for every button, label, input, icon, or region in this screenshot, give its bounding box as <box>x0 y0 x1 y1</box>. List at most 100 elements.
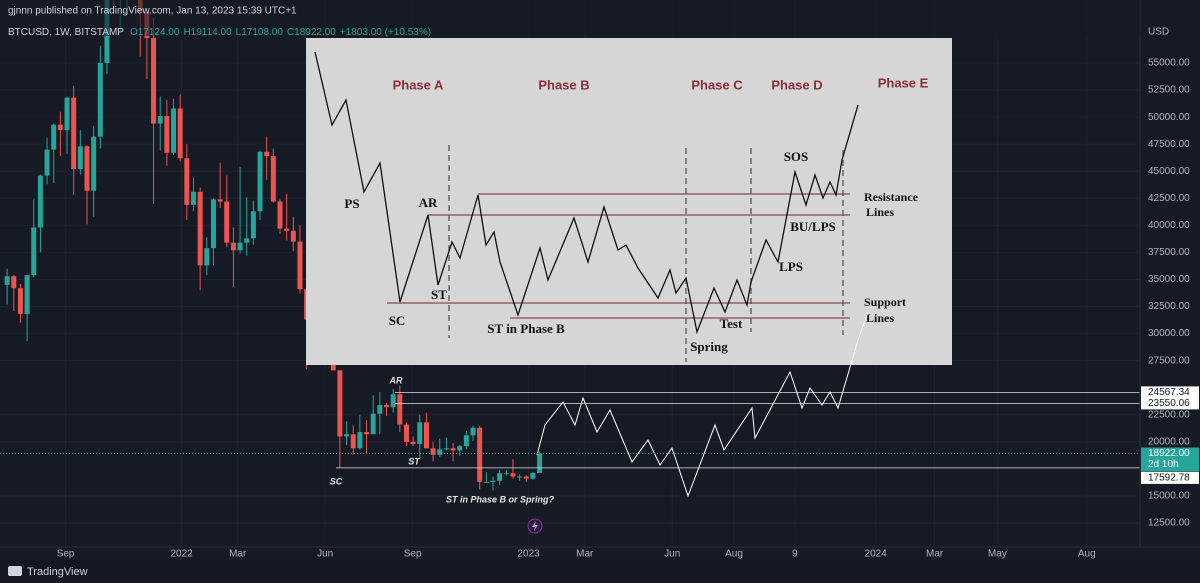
candle-body <box>443 448 449 450</box>
candle-body <box>4 276 10 285</box>
range-lines <box>387 193 850 319</box>
currency: USD <box>1148 27 1169 38</box>
candle-body <box>204 248 210 266</box>
change: +1803.00 (+10.53%) <box>340 27 431 38</box>
y-tick-label: 32500.00 <box>1148 301 1190 312</box>
y-tick-label: 20000.00 <box>1148 436 1190 447</box>
phase-label: Phase E <box>878 75 929 90</box>
x-tick-label: Sep <box>57 549 75 560</box>
line-label: Resistance <box>864 190 919 204</box>
candle-body <box>11 276 17 289</box>
candle-body <box>377 405 383 414</box>
y-tick-label: 37500.00 <box>1148 247 1190 258</box>
x-tick-label: Aug <box>725 549 743 560</box>
candle-body <box>477 427 483 482</box>
last-price-label: 18922.00 <box>1148 448 1190 459</box>
line-label: Lines <box>866 311 894 325</box>
candle-body <box>224 201 230 243</box>
candle-body <box>523 476 529 479</box>
candle-body <box>64 97 70 131</box>
symbol: BTCUSD, 1W, BITSTAMP <box>8 27 124 38</box>
candle-body <box>364 432 370 435</box>
candle-body <box>151 38 157 124</box>
candle-body <box>290 230 296 242</box>
y-tick-label: 52500.00 <box>1148 85 1190 96</box>
level-label-bg <box>1141 471 1199 484</box>
x-tick-label: 9 <box>792 549 798 560</box>
candles <box>4 0 543 491</box>
candle-body <box>457 446 463 451</box>
candle-body <box>24 275 30 315</box>
candle-body <box>157 116 163 124</box>
publisher: gjnnn published on TradingView.com, Jan … <box>8 6 297 17</box>
candle-body <box>297 241 303 290</box>
candle-body <box>403 424 409 442</box>
phase-label: Phase C <box>691 77 743 92</box>
candle-body <box>350 434 356 449</box>
candle-body <box>517 476 523 478</box>
y-tick-label: 45000.00 <box>1148 166 1190 177</box>
level-label: 17592.78 <box>1148 473 1190 484</box>
level-label: 23550.06 <box>1148 398 1190 409</box>
y-tick-label: 22500.00 <box>1148 409 1190 420</box>
y-tick-label: 12500.00 <box>1148 518 1190 529</box>
candle-body <box>44 149 50 176</box>
candle-body <box>270 156 276 202</box>
candle-body <box>344 434 350 437</box>
candle-body <box>250 211 256 239</box>
candle-body <box>370 413 376 435</box>
event-label: Spring <box>690 339 728 354</box>
candle-body <box>17 288 23 315</box>
annotation: ST in Phase B or Spring? <box>446 494 555 504</box>
line-label: Support <box>864 295 906 309</box>
brand: TradingView <box>27 566 88 578</box>
y-tick-label: 40000.00 <box>1148 220 1190 231</box>
candle-body <box>77 146 83 170</box>
x-tick-label: 2023 <box>518 549 541 560</box>
phase-dividers <box>448 145 844 362</box>
x-tick-label: Mar <box>926 549 944 560</box>
footer <box>0 560 1200 583</box>
x-tick-label: 2024 <box>865 549 888 560</box>
candle-body <box>537 453 543 473</box>
line-label: Lines <box>866 205 894 219</box>
candle-body <box>91 136 97 191</box>
candle-body <box>57 124 63 131</box>
candle-body <box>437 449 443 455</box>
ohlc: O17124.00 <box>130 27 180 38</box>
candle-body <box>397 394 403 425</box>
event-label: Test <box>720 316 743 331</box>
candle-body <box>284 228 290 231</box>
overlay-image <box>306 38 952 365</box>
phase-label: Phase D <box>771 77 822 92</box>
candle-body <box>171 108 177 153</box>
annotation: AR <box>389 375 403 385</box>
x-tick-label: May <box>988 549 1007 560</box>
candle-body <box>237 242 243 251</box>
candle-body <box>177 108 183 159</box>
candle-body <box>337 370 343 437</box>
candle-body <box>530 472 536 479</box>
wyckoff-overlay: Phase A Phase B Phase C Phase D Phase E … <box>306 38 952 365</box>
phase-label: Phase B <box>538 77 589 92</box>
y-tick-label: 42500.00 <box>1148 193 1190 204</box>
y-tick-label: 50000.00 <box>1148 112 1190 123</box>
x-tick-label: Mar <box>576 549 594 560</box>
event-label: BU/LPS <box>790 219 836 234</box>
y-tick-label: 30000.00 <box>1148 328 1190 339</box>
candle-body <box>423 422 429 449</box>
candle-body <box>230 242 236 251</box>
x-tick-label: Mar <box>229 549 247 560</box>
y-tick-label: 27500.00 <box>1148 355 1190 366</box>
annotation: ST <box>408 456 421 466</box>
x-tick-label: Jun <box>317 549 333 560</box>
event-icon-glyph <box>532 521 538 531</box>
tv-logo <box>8 566 22 576</box>
candle-body <box>164 116 170 153</box>
candle-body <box>383 405 389 408</box>
candle-body <box>257 151 263 212</box>
symbol-legend: BTCUSD, 1W, BITSTAMP O17124.00 H19114.00 L1… <box>8 27 431 38</box>
event-label: SC <box>389 313 406 328</box>
candle-body <box>410 441 416 444</box>
axes: 55000.00 52500.00 50000.00 47500.00 45000.00… <box>57 58 1190 560</box>
